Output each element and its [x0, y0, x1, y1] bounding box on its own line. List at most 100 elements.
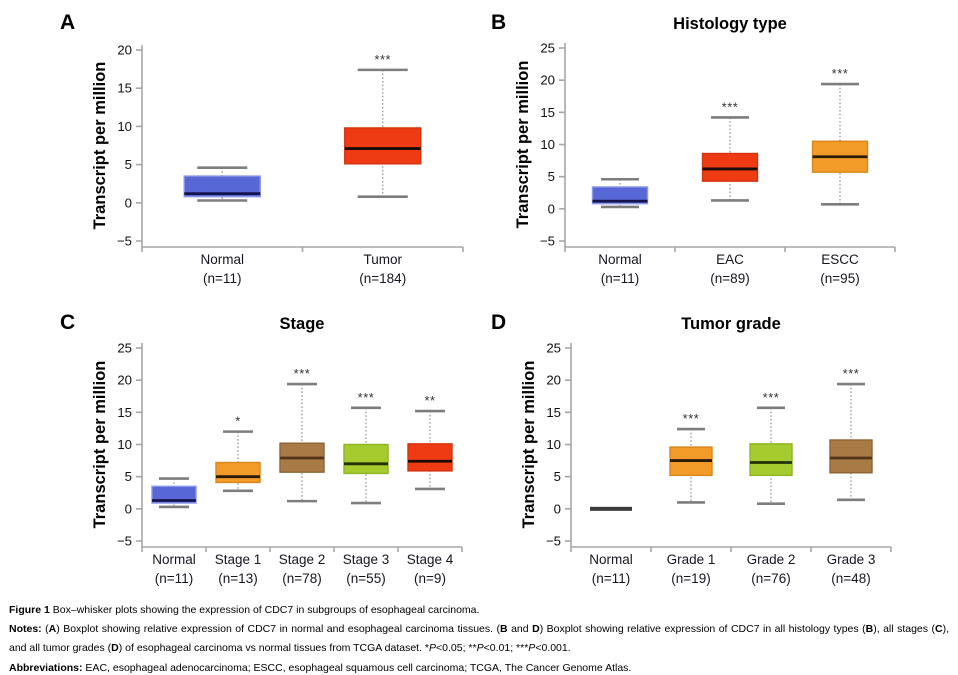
category-label: Normal	[598, 252, 642, 267]
panel-grid: A −5 0 5 10 15 20 Transcript per million Normal…	[0, 0, 958, 600]
box-stage-4: ** Stage 4 (n=9)	[407, 393, 454, 586]
category-label: Stage 4	[407, 552, 454, 567]
y-tick-label: 20	[546, 373, 561, 388]
panel-A: A −5 0 5 10 15 20 Transcript per million Normal…	[0, 0, 479, 300]
category-count-label: (n=11)	[155, 571, 193, 586]
chart-title: Stage	[280, 315, 325, 333]
y-axis: −5 0 5 10 15 20 25	[540, 41, 566, 249]
y-tick-label: 25	[117, 341, 132, 356]
x-axis	[141, 546, 463, 552]
box-grade-3: *** Grade 3 (n=48)	[827, 366, 876, 586]
box-stage-1: * Stage 1 (n=13)	[215, 414, 262, 586]
panel-label-D: D	[491, 311, 507, 334]
category-count-label: (n=184)	[359, 271, 406, 286]
y-axis: −5 0 5 10 15 20	[117, 43, 143, 249]
figure-caption: Figure 1 Box–whisker plots showing the e…	[0, 600, 958, 675]
y-tick-label: 15	[117, 405, 132, 420]
x-axis	[564, 246, 896, 252]
category-count-label: (n=11)	[601, 271, 639, 286]
boxplot-chart-normal-vs-tumor: −5 0 5 10 15 20 Transcript per million Normal (n…	[91, 43, 464, 286]
category-label: Grade 3	[827, 552, 876, 567]
box-stage-2: *** Stage 2 (n=78)	[279, 366, 326, 586]
category-count-label: (n=48)	[831, 571, 870, 586]
y-axis-label: Transcript per million	[514, 61, 532, 229]
significance-stars: ***	[294, 366, 311, 381]
y-tick-label: 20	[117, 43, 132, 58]
y-tick-label: 5	[554, 469, 561, 484]
category-label: Normal	[589, 552, 633, 567]
category-count-label: (n=13)	[218, 571, 257, 586]
y-tick-label: −5	[546, 534, 561, 549]
category-count-label: (n=19)	[671, 571, 710, 586]
y-axis: −5 0 5 10 15 20 25	[117, 341, 143, 549]
y-axis-label: Transcript per million	[520, 361, 538, 529]
significance-stars: ***	[832, 66, 849, 81]
category-count-label: (n=11)	[203, 271, 241, 286]
y-tick-label: 10	[117, 119, 132, 134]
category-count-label: (n=9)	[414, 571, 446, 586]
box-normal: Normal (n=11)	[183, 166, 261, 286]
caption-figure-title: Figure 1 Box–whisker plots showing the e…	[9, 604, 480, 616]
box-escc: *** ESCC (n=95)	[811, 66, 869, 286]
category-label: Stage 1	[215, 552, 262, 567]
category-count-label: (n=55)	[346, 571, 385, 586]
boxplot-chart-tumor-grade: −5 0 5 10 15 20 25 Tumor grade Transcript per mi…	[520, 315, 892, 586]
category-label: ESCC	[821, 252, 859, 267]
box-stage-3: *** Stage 3 (n=55)	[343, 390, 390, 586]
x-axis	[570, 546, 892, 552]
boxplot-chart-stage: −5 0 5 10 15 20 25 Stage Transcript per million N…	[91, 315, 463, 586]
y-tick-label: 0	[548, 201, 555, 216]
significance-stars: **	[424, 393, 435, 408]
significance-stars: ***	[358, 390, 375, 405]
y-tick-label: 15	[546, 405, 561, 420]
box-normal: Normal (n=11)	[589, 506, 633, 586]
y-tick-label: −5	[117, 234, 132, 249]
category-label: EAC	[716, 252, 744, 267]
y-tick-label: 25	[540, 41, 555, 56]
category-label: Normal	[200, 252, 244, 267]
box-tumor: *** Tumor (n=184)	[344, 52, 422, 286]
y-tick-label: 25	[546, 341, 561, 356]
category-label: Tumor	[363, 252, 402, 267]
significance-stars: ***	[722, 99, 739, 114]
category-label: Grade 1	[667, 552, 716, 567]
significance-stars: ***	[374, 52, 391, 67]
significance-stars: ***	[763, 390, 780, 405]
category-label: Stage 3	[343, 552, 390, 567]
boxplot-chart-histology-type: −5 0 5 10 15 20 25 Histology type Transcript per…	[514, 15, 896, 286]
y-tick-label: 0	[125, 501, 132, 516]
category-label: Normal	[152, 552, 196, 567]
category-count-label: (n=76)	[751, 571, 790, 586]
x-axis	[141, 246, 464, 252]
y-tick-label: 5	[548, 169, 555, 184]
y-tick-label: 10	[117, 437, 132, 452]
y-tick-label: −5	[540, 234, 555, 249]
caption-notes: Notes: (A) Boxplot showing relative expr…	[9, 623, 949, 655]
panel-label-A: A	[60, 11, 76, 34]
box-grade-2: *** Grade 2 (n=76)	[747, 390, 796, 586]
y-tick-label: −5	[117, 534, 132, 549]
panel-label-B: B	[491, 11, 507, 34]
chart-title: Tumor grade	[681, 315, 781, 333]
box-normal: Normal (n=11)	[151, 477, 197, 586]
y-tick-label: 5	[125, 469, 132, 484]
box-eac: *** EAC (n=89)	[701, 99, 759, 286]
caption-abbreviations: Abbreviations: EAC, esophageal adenocarc…	[9, 661, 632, 674]
category-count-label: (n=78)	[282, 571, 321, 586]
category-count-label: (n=95)	[820, 271, 859, 286]
y-axis-label: Transcript per million	[91, 361, 109, 529]
panel-B: B −5 0 5 10 15 20 25 Histology type Transcript p…	[479, 0, 958, 300]
panel-D: D −5 0 5 10 15 20 25 Tumor grade Transcript per …	[479, 300, 958, 600]
y-tick-label: 5	[125, 157, 132, 172]
y-tick-label: 20	[540, 73, 555, 88]
y-tick-label: 20	[117, 373, 132, 388]
box-grade-1: *** Grade 1 (n=19)	[667, 411, 716, 586]
panel-C: C −5 0 5 10 15 20 25 Stage Transcript per millio…	[0, 300, 479, 600]
panel-label-C: C	[60, 311, 76, 334]
significance-stars: ***	[843, 366, 860, 381]
y-tick-label: 0	[554, 501, 561, 516]
category-count-label: (n=89)	[710, 271, 749, 286]
y-tick-label: 0	[125, 195, 132, 210]
y-tick-label: 10	[546, 437, 561, 452]
